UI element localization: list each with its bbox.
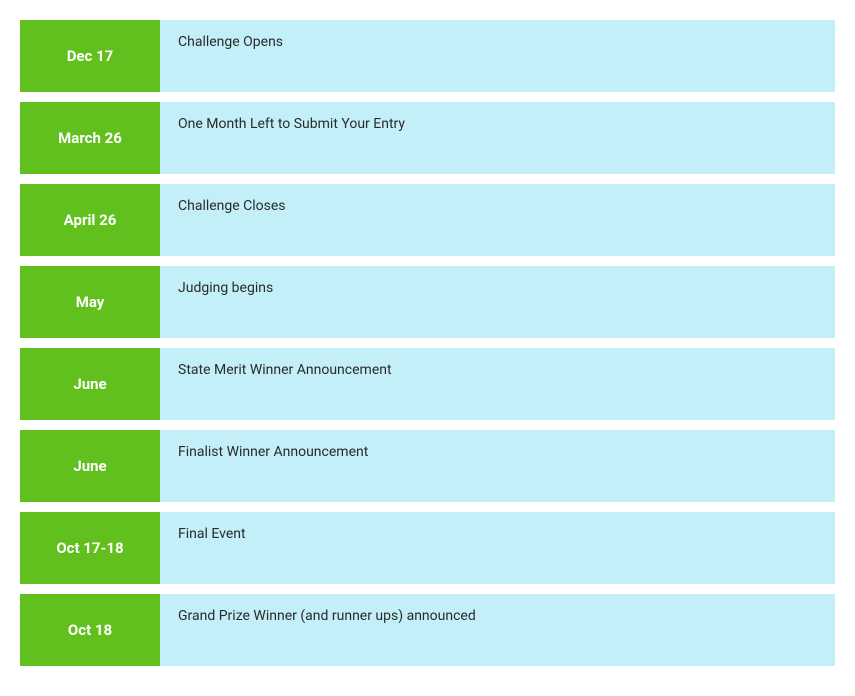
timeline-date: May [20, 266, 160, 338]
timeline-row: Oct 18 Grand Prize Winner (and runner up… [20, 594, 835, 666]
timeline-description: One Month Left to Submit Your Entry [160, 102, 835, 174]
timeline-row: June Finalist Winner Announcement [20, 430, 835, 502]
timeline-date: Oct 17-18 [20, 512, 160, 584]
timeline-row: April 26 Challenge Closes [20, 184, 835, 256]
timeline-date: June [20, 430, 160, 502]
timeline-description: State Merit Winner Announcement [160, 348, 835, 420]
timeline-date: June [20, 348, 160, 420]
timeline-description: Finalist Winner Announcement [160, 430, 835, 502]
timeline-description: Grand Prize Winner (and runner ups) anno… [160, 594, 835, 666]
timeline-date: Oct 18 [20, 594, 160, 666]
timeline-row: Dec 17 Challenge Opens [20, 20, 835, 92]
timeline-row: Oct 17-18 Final Event [20, 512, 835, 584]
timeline-description: Final Event [160, 512, 835, 584]
timeline-container: Dec 17 Challenge Opens March 26 One Mont… [20, 20, 835, 666]
timeline-row: March 26 One Month Left to Submit Your E… [20, 102, 835, 174]
timeline-description: Challenge Closes [160, 184, 835, 256]
timeline-date: Dec 17 [20, 20, 160, 92]
timeline-description: Challenge Opens [160, 20, 835, 92]
timeline-date: April 26 [20, 184, 160, 256]
timeline-date: March 26 [20, 102, 160, 174]
timeline-description: Judging begins [160, 266, 835, 338]
timeline-row: May Judging begins [20, 266, 835, 338]
timeline-row: June State Merit Winner Announcement [20, 348, 835, 420]
